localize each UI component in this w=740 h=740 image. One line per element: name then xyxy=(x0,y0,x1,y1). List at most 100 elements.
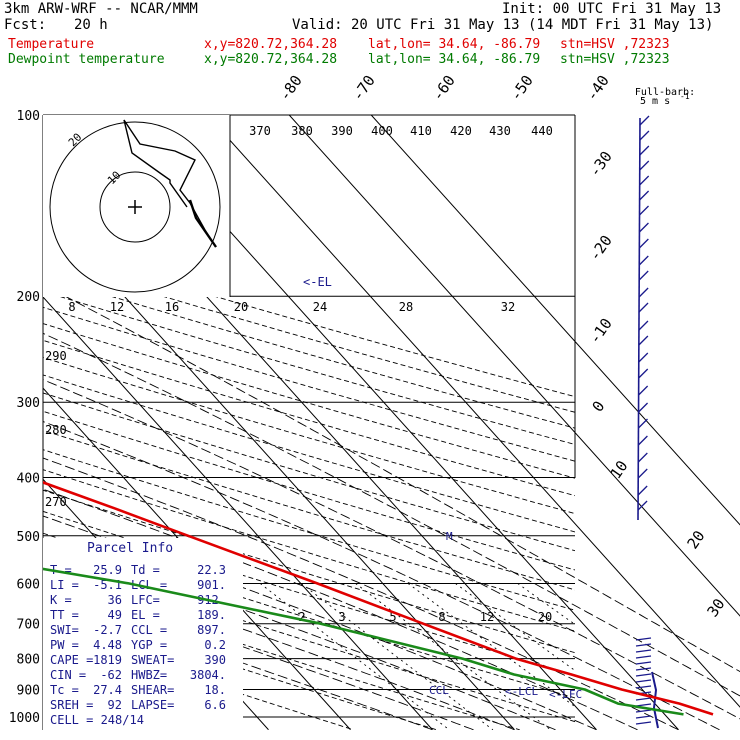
lfc-annotation: <-LFC xyxy=(549,688,582,701)
parcel-row-label-left: CAPE = xyxy=(50,653,93,667)
pressure-tick-label: 800 xyxy=(17,653,40,668)
parcel-row-value-left: 4.48 xyxy=(93,638,122,652)
lcl-annotation: <-LCL xyxy=(505,685,538,698)
barb-scale-exponent: -1 xyxy=(680,92,690,101)
hodograph-ring-inner xyxy=(99,171,171,243)
mixing-ratio-label: 12 xyxy=(480,610,494,624)
parcel-row-label-right: LFC= xyxy=(131,593,160,607)
init-time: Init: 00 UTC Fri 31 May 13 xyxy=(502,1,722,17)
moist-adiabat-line xyxy=(43,457,679,730)
forecast-hour: 20 h xyxy=(74,17,108,33)
isotherm-line xyxy=(0,115,22,730)
wind-barb-flag xyxy=(638,320,649,331)
isotherm-tick-label: -10 xyxy=(586,315,616,348)
pressure-tick-label: 900 xyxy=(17,683,40,698)
wind-barb-flag xyxy=(638,302,649,313)
parcel-row-label-left: LI = xyxy=(50,578,79,592)
parcel-row-label-right: HWBZ= xyxy=(131,668,167,682)
wind-barb-low xyxy=(635,649,652,653)
parcel-row-value-left: 92 xyxy=(108,698,122,712)
parcel-row-value-right: 22.3 xyxy=(197,563,226,577)
wind-barb-flag xyxy=(638,270,649,281)
mixing-ratio-label: 5 xyxy=(389,610,396,624)
legend-dewpoint-latlon: lat,lon= 34.64, -86.79 xyxy=(368,52,541,67)
wind-barb-flag xyxy=(638,222,649,233)
isotherm-tick-label: -70 xyxy=(349,72,379,105)
wind-barb-flag xyxy=(639,130,650,141)
mixing-ratio-line xyxy=(407,583,575,708)
dry-adiabat-line xyxy=(43,259,575,413)
wind-barb-low xyxy=(635,697,652,701)
barb-scale-value: 5 m s xyxy=(640,96,670,107)
dry-adiabat-line xyxy=(43,290,575,445)
temperature-series-line xyxy=(43,481,714,716)
dewpoint-series-line xyxy=(43,567,684,716)
parcel-row-value-left: -62 xyxy=(100,668,122,682)
parcel-info-title: Parcel Info xyxy=(87,541,173,556)
wind-barb-low xyxy=(635,673,652,677)
valid-time: Valid: 20 UTC Fri 31 May 13 (14 MDT Fri … xyxy=(292,17,714,33)
dry-adiabat-line xyxy=(43,489,575,654)
wind-barb-low xyxy=(635,685,652,689)
moist-adiabat-line xyxy=(43,421,720,730)
parcel-row-label-left: CIN = xyxy=(50,668,86,682)
wind-barb-flag xyxy=(637,468,648,479)
parcel-row-value-right: 189. xyxy=(197,608,226,622)
pressure-tick-label: 1000 xyxy=(9,711,40,726)
isotherm-tick-label: -80 xyxy=(276,72,306,105)
wind-barb-flag xyxy=(638,418,648,429)
theta-tick-label: 440 xyxy=(531,124,553,138)
theta-tick-label: 390 xyxy=(331,124,353,138)
hodograph-speed-label: 12 xyxy=(110,300,124,314)
wind-barb-flag xyxy=(639,190,650,201)
wind-barb-flag xyxy=(638,368,649,379)
parcel-row-label-right: YGP = xyxy=(131,638,167,652)
mixing-ratio-label: 2 xyxy=(298,610,305,624)
pressure-tick-label: 400 xyxy=(17,471,40,486)
wind-barb-low xyxy=(635,667,652,671)
moist-adiabat-line xyxy=(43,488,638,730)
parcel-row-label-left: TT = xyxy=(50,608,79,622)
dry-adiabat-line xyxy=(43,578,520,730)
mixing-ratio-label: 3 xyxy=(338,610,345,624)
wind-barb-low-staff xyxy=(651,671,659,729)
isotherm-tick-label: 10 xyxy=(607,457,632,482)
moist-adiabat-line xyxy=(43,593,433,730)
parcel-row-label-right: CCL = xyxy=(131,623,167,637)
mixing-ratio-line xyxy=(300,583,494,730)
legend-temperature-name: Temperature xyxy=(8,37,95,52)
hodograph-speed-label: 24 xyxy=(313,300,327,314)
forecast-label: Fcst: xyxy=(4,17,47,33)
isotherm-line xyxy=(43,387,351,730)
theta-left-label: 280 xyxy=(45,423,67,437)
hodograph-speed-label: 32 xyxy=(501,300,515,314)
wind-barb-flag xyxy=(638,352,649,363)
wind-barb-low xyxy=(635,721,652,725)
hodograph-speed-label: 8 xyxy=(68,300,75,314)
legend-dewpoint-name: Dewpoint temperature xyxy=(8,52,165,67)
pressure-tick-label: 700 xyxy=(17,618,40,633)
wind-barb-flag xyxy=(638,287,649,298)
parcel-row-label-left: Tc = xyxy=(50,683,79,697)
parcel-row-value-left: 25.9 xyxy=(93,563,122,577)
parcel-row-value-right: 6.6 xyxy=(204,698,226,712)
parcel-row-value-right: 0.2 xyxy=(204,638,226,652)
parcel-row-value-left: 27.4 xyxy=(93,683,122,697)
ccl-annotation: CCL xyxy=(429,684,449,697)
parcel-row-label-right: EL = xyxy=(131,608,160,622)
pressure-tick-label: 200 xyxy=(17,290,40,305)
parcel-row-value-right: 390 xyxy=(204,653,226,667)
wind-barb-flag xyxy=(638,402,649,413)
moist-adiabat-line xyxy=(43,379,740,720)
moist-adiabat-line xyxy=(43,332,740,697)
parcel-row-value-right: 18. xyxy=(204,683,226,697)
wind-barb-flag xyxy=(637,500,648,511)
moist-adiabat-line xyxy=(43,515,597,730)
wind-barb-flag xyxy=(637,452,648,463)
hodograph-speed-label: 16 xyxy=(165,300,179,314)
wind-barb-low xyxy=(635,709,652,713)
dry-adiabat-line xyxy=(43,339,575,497)
isotherm-tick-label: 20 xyxy=(684,527,709,552)
wind-barb-flag xyxy=(639,145,650,156)
theta-tick-label: 380 xyxy=(291,124,313,138)
